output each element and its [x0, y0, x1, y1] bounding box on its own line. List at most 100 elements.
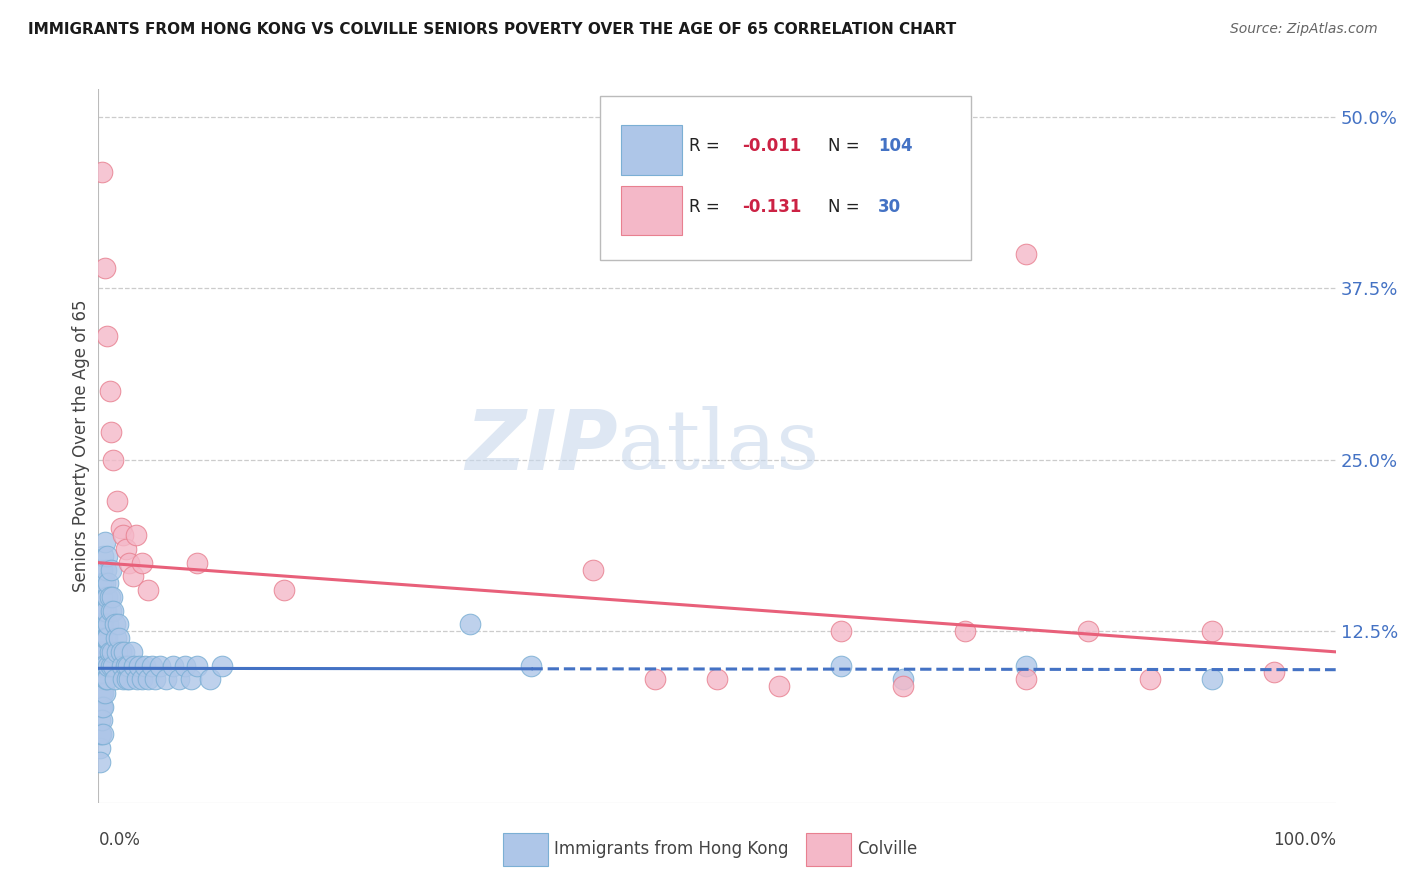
Point	[155, 673, 177, 687]
Point	[112, 673, 135, 687]
Point	[111, 658, 134, 673]
Point	[91, 658, 114, 673]
Text: 100.0%: 100.0%	[1272, 831, 1336, 849]
Point	[1263, 665, 1285, 680]
Text: ZIP: ZIP	[465, 406, 619, 486]
Point	[93, 576, 115, 591]
Point	[891, 673, 914, 687]
Point	[100, 425, 122, 440]
Point	[143, 673, 166, 687]
Text: -0.131: -0.131	[742, 198, 801, 216]
Point	[103, 604, 125, 618]
Point	[121, 645, 143, 659]
Point	[458, 617, 481, 632]
Point	[89, 658, 111, 673]
Point	[114, 541, 136, 556]
Point	[93, 658, 115, 673]
Point	[211, 658, 233, 673]
Point	[830, 624, 852, 639]
Point	[93, 686, 115, 700]
Point	[93, 604, 115, 618]
Point	[90, 645, 112, 659]
Text: Colville: Colville	[856, 840, 917, 858]
Text: IMMIGRANTS FROM HONG KONG VS COLVILLE SENIORS POVERTY OVER THE AGE OF 65 CORRELA: IMMIGRANTS FROM HONG KONG VS COLVILLE SE…	[28, 22, 956, 37]
Point	[1015, 673, 1038, 687]
Point	[124, 658, 146, 673]
Text: N =: N =	[828, 198, 865, 216]
Point	[128, 658, 150, 673]
Text: atlas: atlas	[619, 406, 820, 486]
Point	[90, 699, 112, 714]
Point	[105, 494, 128, 508]
Point	[89, 699, 111, 714]
Point	[136, 673, 159, 687]
FancyBboxPatch shape	[599, 96, 970, 260]
Point	[93, 631, 115, 645]
Point	[94, 604, 117, 618]
Text: 0.0%: 0.0%	[98, 831, 141, 849]
Point	[96, 329, 118, 343]
Point	[91, 164, 114, 178]
Text: R =: R =	[689, 198, 724, 216]
Point	[118, 673, 141, 687]
Point	[118, 556, 141, 570]
Text: Immigrants from Hong Kong: Immigrants from Hong Kong	[554, 840, 789, 858]
Point	[89, 604, 111, 618]
Point	[101, 645, 124, 659]
Point	[91, 686, 114, 700]
Point	[96, 631, 118, 645]
Point	[96, 673, 118, 687]
Point	[97, 617, 120, 632]
Point	[90, 576, 112, 591]
Point	[97, 576, 120, 591]
Point	[93, 576, 115, 591]
Point	[117, 658, 139, 673]
Point	[1201, 624, 1223, 639]
Point	[90, 604, 112, 618]
Point	[93, 645, 115, 659]
Point	[112, 528, 135, 542]
Point	[953, 624, 976, 639]
Point	[103, 452, 125, 467]
Point	[134, 658, 156, 673]
Point	[96, 549, 118, 563]
Point	[91, 699, 114, 714]
Point	[93, 727, 115, 741]
Text: -0.011: -0.011	[742, 137, 801, 155]
Point	[103, 658, 125, 673]
Point	[91, 673, 114, 687]
Point	[115, 673, 138, 687]
Point	[103, 617, 125, 632]
Point	[891, 679, 914, 693]
Point	[104, 631, 127, 645]
Point	[110, 521, 132, 535]
Point	[91, 617, 114, 632]
Point	[90, 658, 112, 673]
Point	[94, 562, 117, 576]
Point	[112, 645, 135, 659]
Point	[830, 658, 852, 673]
Point	[89, 631, 111, 645]
FancyBboxPatch shape	[806, 833, 851, 865]
Point	[93, 617, 115, 632]
Point	[91, 590, 114, 604]
Point	[93, 673, 115, 687]
Point	[131, 673, 153, 687]
Point	[96, 590, 118, 604]
Point	[89, 755, 111, 769]
Point	[93, 658, 115, 673]
Point	[107, 617, 129, 632]
Point	[91, 631, 114, 645]
Point	[98, 590, 121, 604]
Point	[114, 658, 136, 673]
Point	[98, 384, 121, 398]
Point	[103, 673, 125, 687]
Point	[122, 569, 145, 583]
Point	[100, 604, 122, 618]
Point	[100, 562, 122, 576]
FancyBboxPatch shape	[620, 186, 682, 235]
Point	[93, 686, 115, 700]
Point	[90, 631, 112, 645]
FancyBboxPatch shape	[620, 125, 682, 175]
Point	[108, 631, 131, 645]
